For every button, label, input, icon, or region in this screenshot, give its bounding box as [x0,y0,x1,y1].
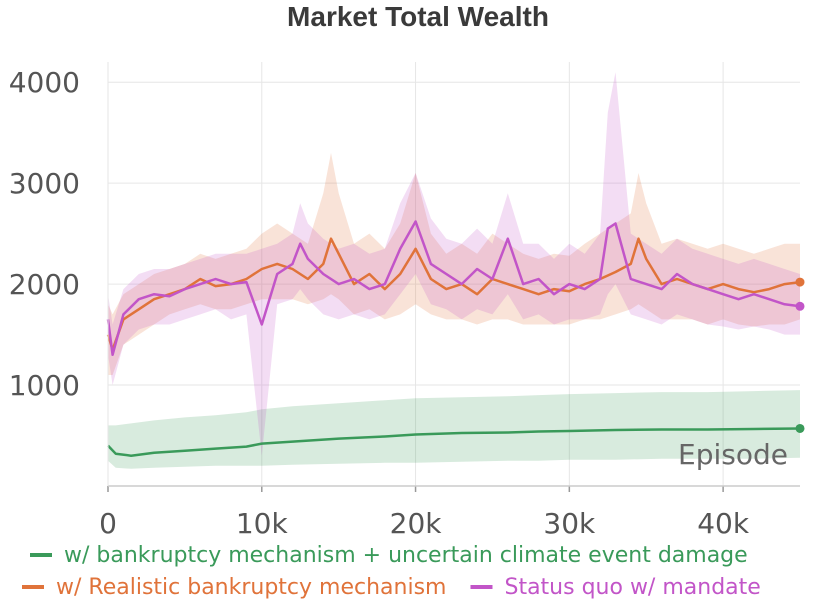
legend-label: w/ bankruptcy mechanism + uncertain clim… [64,543,748,568]
series-end-point-2 [795,277,805,287]
series-band-3 [108,72,800,456]
x-tick-label: 30k [543,507,596,540]
y-tick-label: 2000 [9,268,80,301]
legend: w/ bankruptcy mechanism + uncertain clim… [22,543,761,600]
y-tick-label: 1000 [9,369,80,402]
axes [107,62,800,492]
variance-bands [108,72,800,469]
series-lines [106,220,805,457]
y-tick-label: 3000 [9,167,80,200]
x-tick-label: 40k [697,507,750,540]
x-tick-label: 10k [236,507,289,540]
chart-title: Market Total Wealth [287,1,549,32]
y-tick-label: 4000 [9,66,80,99]
x-tick-label: 20k [390,507,443,540]
tick-labels: 1000 2000 3000 4000 0 10k 20k 30k 40k [9,66,750,540]
series-band-1 [108,390,800,469]
series-band-2 [108,152,800,375]
x-axis-label: Episode [678,438,788,471]
series-end-point-1 [795,423,805,433]
legend-label: w/ Realistic bankruptcy mechanism [56,575,446,600]
legend-label: Status quo w/ mandate [504,575,760,600]
series-line-3 [106,220,801,357]
x-tick-label: 0 [99,507,117,540]
series-end-point-3 [795,301,805,311]
series-line-1 [107,427,801,457]
series-line-2 [106,237,801,351]
